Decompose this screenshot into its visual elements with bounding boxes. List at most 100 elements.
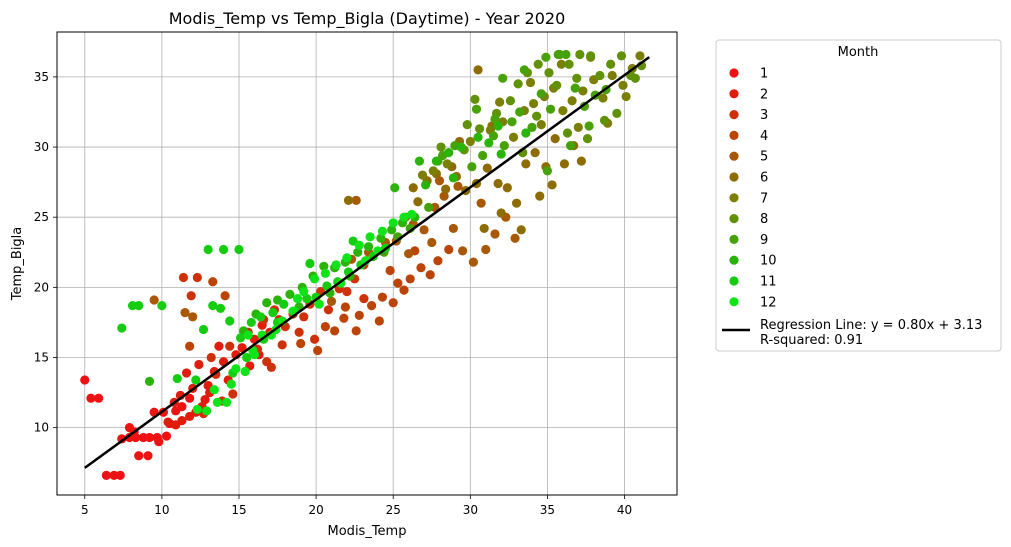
data-point-month-8: [534, 60, 543, 69]
data-point-month-5: [477, 199, 486, 208]
data-point-month-4: [393, 279, 402, 288]
data-point-month-12: [241, 367, 250, 376]
y-tick-label: 20: [34, 280, 49, 294]
data-point-month-1: [94, 394, 103, 403]
data-point-month-10: [421, 180, 430, 189]
y-tick-label: 35: [34, 70, 49, 84]
data-point-month-2: [182, 368, 191, 377]
data-point-month-9: [543, 166, 552, 175]
data-point-month-4: [386, 266, 395, 275]
data-point-month-10: [521, 128, 530, 137]
data-point-month-10: [432, 156, 441, 165]
data-point-month-4: [416, 263, 425, 272]
data-point-month-3: [359, 294, 368, 303]
data-point-month-9: [472, 105, 481, 114]
legend-marker-month-9: [729, 235, 738, 244]
legend-label-month-3: 3: [760, 108, 768, 123]
legend-label-month-7: 7: [760, 191, 768, 206]
data-point-month-8: [575, 50, 584, 59]
data-point-month-12: [231, 364, 240, 373]
data-point-month-5: [427, 238, 436, 247]
data-point-month-9: [515, 107, 524, 116]
data-point-month-11: [191, 375, 200, 384]
data-point-month-12: [227, 380, 236, 389]
data-point-month-9: [520, 65, 529, 74]
data-point-month-5: [458, 246, 467, 255]
data-point-month-9: [537, 89, 546, 98]
data-point-month-8: [532, 112, 541, 121]
legend-label-month-1: 1: [760, 67, 768, 82]
data-point-month-5: [510, 234, 519, 243]
data-point-month-12: [355, 241, 364, 250]
chart-title: Modis_Temp vs Temp_Bigla (Daytime) - Yea…: [169, 9, 566, 29]
data-point-month-10: [364, 242, 373, 251]
data-point-month-8: [552, 81, 561, 90]
data-point-month-3: [278, 340, 287, 349]
data-point-month-4: [444, 245, 453, 254]
data-point-month-3: [179, 273, 188, 282]
data-point-month-12: [332, 260, 341, 269]
data-point-month-8: [612, 109, 621, 118]
data-point-month-7: [608, 71, 617, 80]
legend-label-month-4: 4: [760, 129, 768, 144]
data-point-month-4: [378, 293, 387, 302]
legend-marker-month-1: [729, 68, 738, 77]
data-point-month-4: [321, 322, 330, 331]
data-point-month-9: [478, 151, 487, 160]
data-point-month-8: [475, 124, 484, 133]
legend-regression-label: Regression Line: y = 0.80x + 3.13: [760, 318, 982, 333]
data-point-month-12: [293, 294, 302, 303]
data-point-month-2: [194, 360, 203, 369]
x-tick-label: 15: [231, 503, 246, 517]
x-axis-label: Modis_Temp: [328, 524, 407, 539]
y-axis-label: Temp_Bigla: [10, 227, 25, 302]
data-point-month-6: [560, 159, 569, 168]
data-point-month-8: [572, 74, 581, 83]
data-point-month-5: [449, 224, 458, 233]
data-point-month-7: [443, 159, 452, 168]
legend-marker-month-2: [729, 89, 738, 98]
data-point-month-12: [213, 398, 222, 407]
legend-marker-month-10: [729, 256, 738, 265]
legend-label-month-8: 8: [760, 212, 768, 227]
data-point-month-7: [509, 133, 518, 142]
data-point-month-11: [234, 245, 243, 254]
data-point-month-2: [200, 395, 209, 404]
data-point-month-8: [606, 60, 615, 69]
data-point-month-5: [469, 257, 478, 266]
data-point-month-6: [493, 179, 502, 188]
data-point-month-6: [521, 159, 530, 168]
legend-box: [716, 40, 1001, 351]
x-tick-label: 30: [463, 503, 478, 517]
data-point-month-8: [583, 134, 592, 143]
data-point-month-12: [321, 269, 330, 278]
data-point-month-7: [495, 98, 504, 107]
data-point-month-9: [566, 141, 575, 150]
data-point-month-12: [222, 398, 231, 407]
data-point-month-3: [342, 287, 351, 296]
data-point-month-6: [503, 183, 512, 192]
data-point-month-11: [225, 316, 234, 325]
data-point-month-9: [467, 162, 476, 171]
data-point-month-3: [225, 342, 234, 351]
data-point-month-5: [419, 225, 428, 234]
data-point-month-1: [154, 437, 163, 446]
data-point-month-12: [389, 218, 398, 227]
data-point-month-12: [202, 406, 211, 415]
data-point-month-10: [493, 121, 502, 130]
data-point-month-12: [310, 274, 319, 283]
data-point-month-11: [279, 300, 288, 309]
data-point-month-3: [228, 389, 237, 398]
data-point-month-8: [564, 60, 573, 69]
data-point-month-11: [216, 304, 225, 313]
data-point-month-6: [497, 208, 506, 217]
data-point-month-4: [208, 277, 217, 286]
data-point-month-11: [305, 259, 314, 268]
data-point-month-8: [470, 95, 479, 104]
y-tick-label: 30: [34, 140, 49, 154]
data-point-month-12: [407, 210, 416, 219]
data-point-month-12: [299, 287, 308, 296]
y-tick-label: 15: [34, 351, 49, 365]
data-point-month-7: [537, 120, 546, 129]
data-point-month-8: [631, 74, 640, 83]
